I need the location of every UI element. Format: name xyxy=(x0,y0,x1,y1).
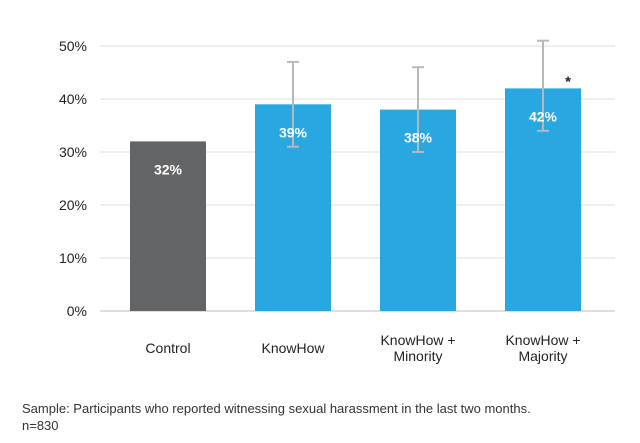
caption-line-2: n=830 xyxy=(22,418,59,433)
value-label: 39% xyxy=(279,124,308,140)
x-category-label: KnowHow + xyxy=(505,332,580,348)
x-category-label: Majority xyxy=(518,348,567,364)
value-label: 42% xyxy=(529,108,558,124)
x-category-label: Control xyxy=(145,340,190,356)
significance-marks: * xyxy=(565,73,571,90)
y-tick-label: 10% xyxy=(59,250,87,266)
y-tick-label: 50% xyxy=(59,38,87,54)
y-axis-tick-labels: 0% 10% 20% 30% 40% 50% xyxy=(59,38,87,319)
value-label: 32% xyxy=(154,161,183,177)
y-tick-label: 20% xyxy=(59,197,87,213)
y-tick-label: 0% xyxy=(67,303,87,319)
bars xyxy=(130,88,581,312)
y-tick-label: 40% xyxy=(59,91,87,107)
significance-mark: * xyxy=(565,73,571,90)
sample-caption: Sample: Participants who reported witnes… xyxy=(22,400,622,434)
y-tick-label: 30% xyxy=(59,144,87,160)
error-bars xyxy=(287,39,549,153)
bar xyxy=(130,141,206,311)
value-labels: 32% 39% 38% 42% xyxy=(154,108,558,177)
x-category-label: KnowHow xyxy=(261,340,325,356)
caption-line-1: Sample: Participants who reported witnes… xyxy=(22,401,531,416)
x-category-label: Minority xyxy=(393,348,442,364)
bar-chart: 0% 10% 20% 30% 40% 50% 32% 39% 38% 42% * Control… xyxy=(59,38,615,364)
x-category-label: KnowHow + xyxy=(380,332,455,348)
value-label: 38% xyxy=(404,130,433,146)
